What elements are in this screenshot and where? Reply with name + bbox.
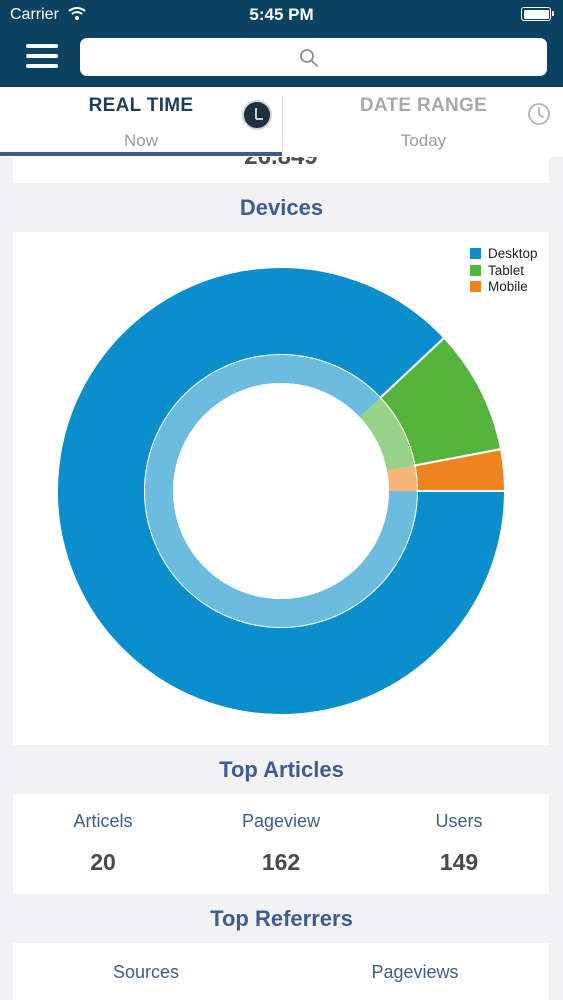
- referrers-column-sources: Sources: [112, 962, 180, 982]
- legend-swatch: [470, 281, 481, 292]
- donut-inner-ring-mobile: [387, 465, 417, 491]
- stat-value: 149: [439, 849, 479, 875]
- tab-real-time-title: REAL TIME: [88, 95, 194, 116]
- tab-date-range-title: DATE RANGE: [359, 95, 488, 116]
- top-articles-card: Articels 20 Pageview 162 Users 149: [13, 794, 549, 894]
- tab-date-range-subtitle: Today: [400, 131, 447, 150]
- legend-item-mobile: Mobile: [470, 279, 538, 296]
- search-icon: [300, 49, 318, 67]
- wifi-icon: [68, 7, 86, 20]
- legend-label: Mobile: [488, 279, 528, 294]
- legend-item-desktop: Desktop: [470, 246, 538, 263]
- legend-swatch: [470, 248, 481, 259]
- legend-swatch: [470, 264, 481, 276]
- devices-title: Devices: [239, 195, 324, 220]
- legend-item-tablet: Tablet: [470, 263, 538, 280]
- status-time: 5:45 PM: [249, 5, 314, 24]
- devices-card: Desktop Tablet Mobile: [13, 232, 549, 745]
- stat-label: Users: [435, 811, 483, 831]
- previous-card-value: 26.849: [13, 157, 549, 171]
- clock-icon: [242, 100, 272, 130]
- tab-real-time[interactable]: REAL TIME Now: [0, 87, 282, 157]
- nav-bar: [0, 30, 563, 87]
- carrier-label: Carrier: [10, 6, 59, 23]
- devices-donut-chart: [56, 266, 507, 716]
- stat-users: Users 149: [369, 794, 549, 876]
- stat-articles: Articels 20: [13, 794, 193, 876]
- stat-value: 162: [261, 849, 301, 875]
- donut-hole: [173, 383, 389, 599]
- battery-icon: [521, 7, 554, 21]
- tab-real-time-subtitle: Now: [123, 131, 158, 150]
- top-articles-title: Top Articles: [219, 757, 344, 782]
- previous-card: 26.849: [13, 157, 549, 183]
- stat-pageview: Pageview 162: [191, 794, 371, 876]
- hamburger-menu-icon[interactable]: [26, 44, 58, 70]
- tab-bar: REAL TIME Now DATE RANGE Today: [0, 87, 563, 157]
- legend-label: Tablet: [488, 262, 525, 278]
- stat-label: Articels: [73, 811, 133, 831]
- status-bar: Carrier 5:45 PM: [0, 0, 563, 30]
- donut-inner-ring-tablet: [359, 397, 415, 471]
- chart-legend: Desktop Tablet Mobile: [470, 246, 538, 296]
- tab-divider: [282, 95, 283, 151]
- legend-label: Desktop: [488, 246, 538, 261]
- tab-date-range[interactable]: DATE RANGE Today: [284, 87, 563, 157]
- top-referrers-card: Sources Pageviews: [13, 943, 549, 1000]
- stat-value: 20: [90, 849, 116, 875]
- active-tab-indicator: [0, 152, 282, 156]
- clock-icon: [528, 103, 550, 125]
- stat-label: Pageview: [241, 811, 321, 831]
- search-input[interactable]: [80, 38, 547, 76]
- top-referrers-title: Top Referrers: [210, 906, 353, 931]
- referrers-column-pageviews: Pageviews: [371, 962, 459, 982]
